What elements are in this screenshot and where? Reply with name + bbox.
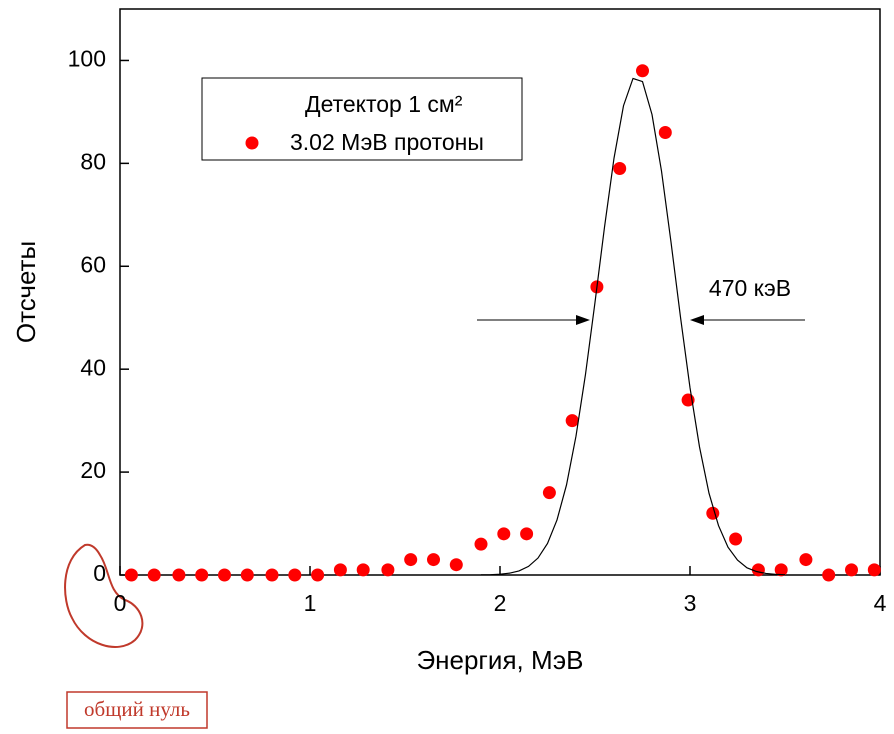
y-tick-label: 20 xyxy=(80,457,106,483)
data-point xyxy=(172,568,186,582)
data-point xyxy=(195,568,209,582)
y-tick-label: 80 xyxy=(80,148,106,174)
x-tick-label: 1 xyxy=(304,590,317,616)
data-point xyxy=(565,414,579,428)
data-point xyxy=(381,563,395,577)
fwhm-label: 470 кэВ xyxy=(709,275,791,301)
data-point xyxy=(497,527,511,541)
y-tick-label: 60 xyxy=(80,251,106,277)
data-point xyxy=(147,568,161,582)
data-point xyxy=(799,553,813,567)
data-point xyxy=(520,527,534,541)
data-point xyxy=(774,563,788,577)
data-point xyxy=(706,506,720,520)
data-point xyxy=(822,568,836,582)
data-point xyxy=(427,553,440,567)
y-axis-label: Отсчеты xyxy=(11,241,41,343)
data-point xyxy=(449,558,463,572)
data-point xyxy=(288,568,302,582)
data-point xyxy=(542,486,556,500)
data-point xyxy=(613,162,627,176)
data-point xyxy=(265,568,279,582)
x-tick-label: 3 xyxy=(684,590,697,616)
fwhm-arrows xyxy=(477,315,805,325)
legend-label: 3.02 МэВ протоны xyxy=(290,129,484,155)
data-point xyxy=(729,532,743,546)
x-tick-label: 0 xyxy=(114,590,127,616)
note-box xyxy=(66,691,208,729)
data-point xyxy=(124,568,138,582)
y-tick-label: 100 xyxy=(68,46,106,72)
x-axis-label: Энергия, МэВ xyxy=(416,645,583,675)
data-point xyxy=(240,568,254,582)
data-point xyxy=(404,553,418,567)
data-point xyxy=(845,563,858,577)
note-text: общий нуль xyxy=(84,697,190,721)
fit-line xyxy=(480,77,786,576)
data-point xyxy=(356,563,370,577)
x-tick-label: 4 xyxy=(874,590,887,616)
data-point xyxy=(311,568,325,582)
data-point xyxy=(218,568,231,582)
data-point xyxy=(636,64,649,78)
origin-highlight xyxy=(64,543,144,648)
data-point xyxy=(333,563,347,577)
legend-marker xyxy=(245,136,259,150)
x-tick-label: 2 xyxy=(494,590,507,616)
y-tick-label: 0 xyxy=(93,560,106,586)
data-point xyxy=(474,537,488,551)
legend-title: Детектор 1 см² xyxy=(305,91,463,117)
y-tick-label: 40 xyxy=(80,354,106,380)
data-point xyxy=(658,125,672,139)
data-point xyxy=(867,563,881,577)
